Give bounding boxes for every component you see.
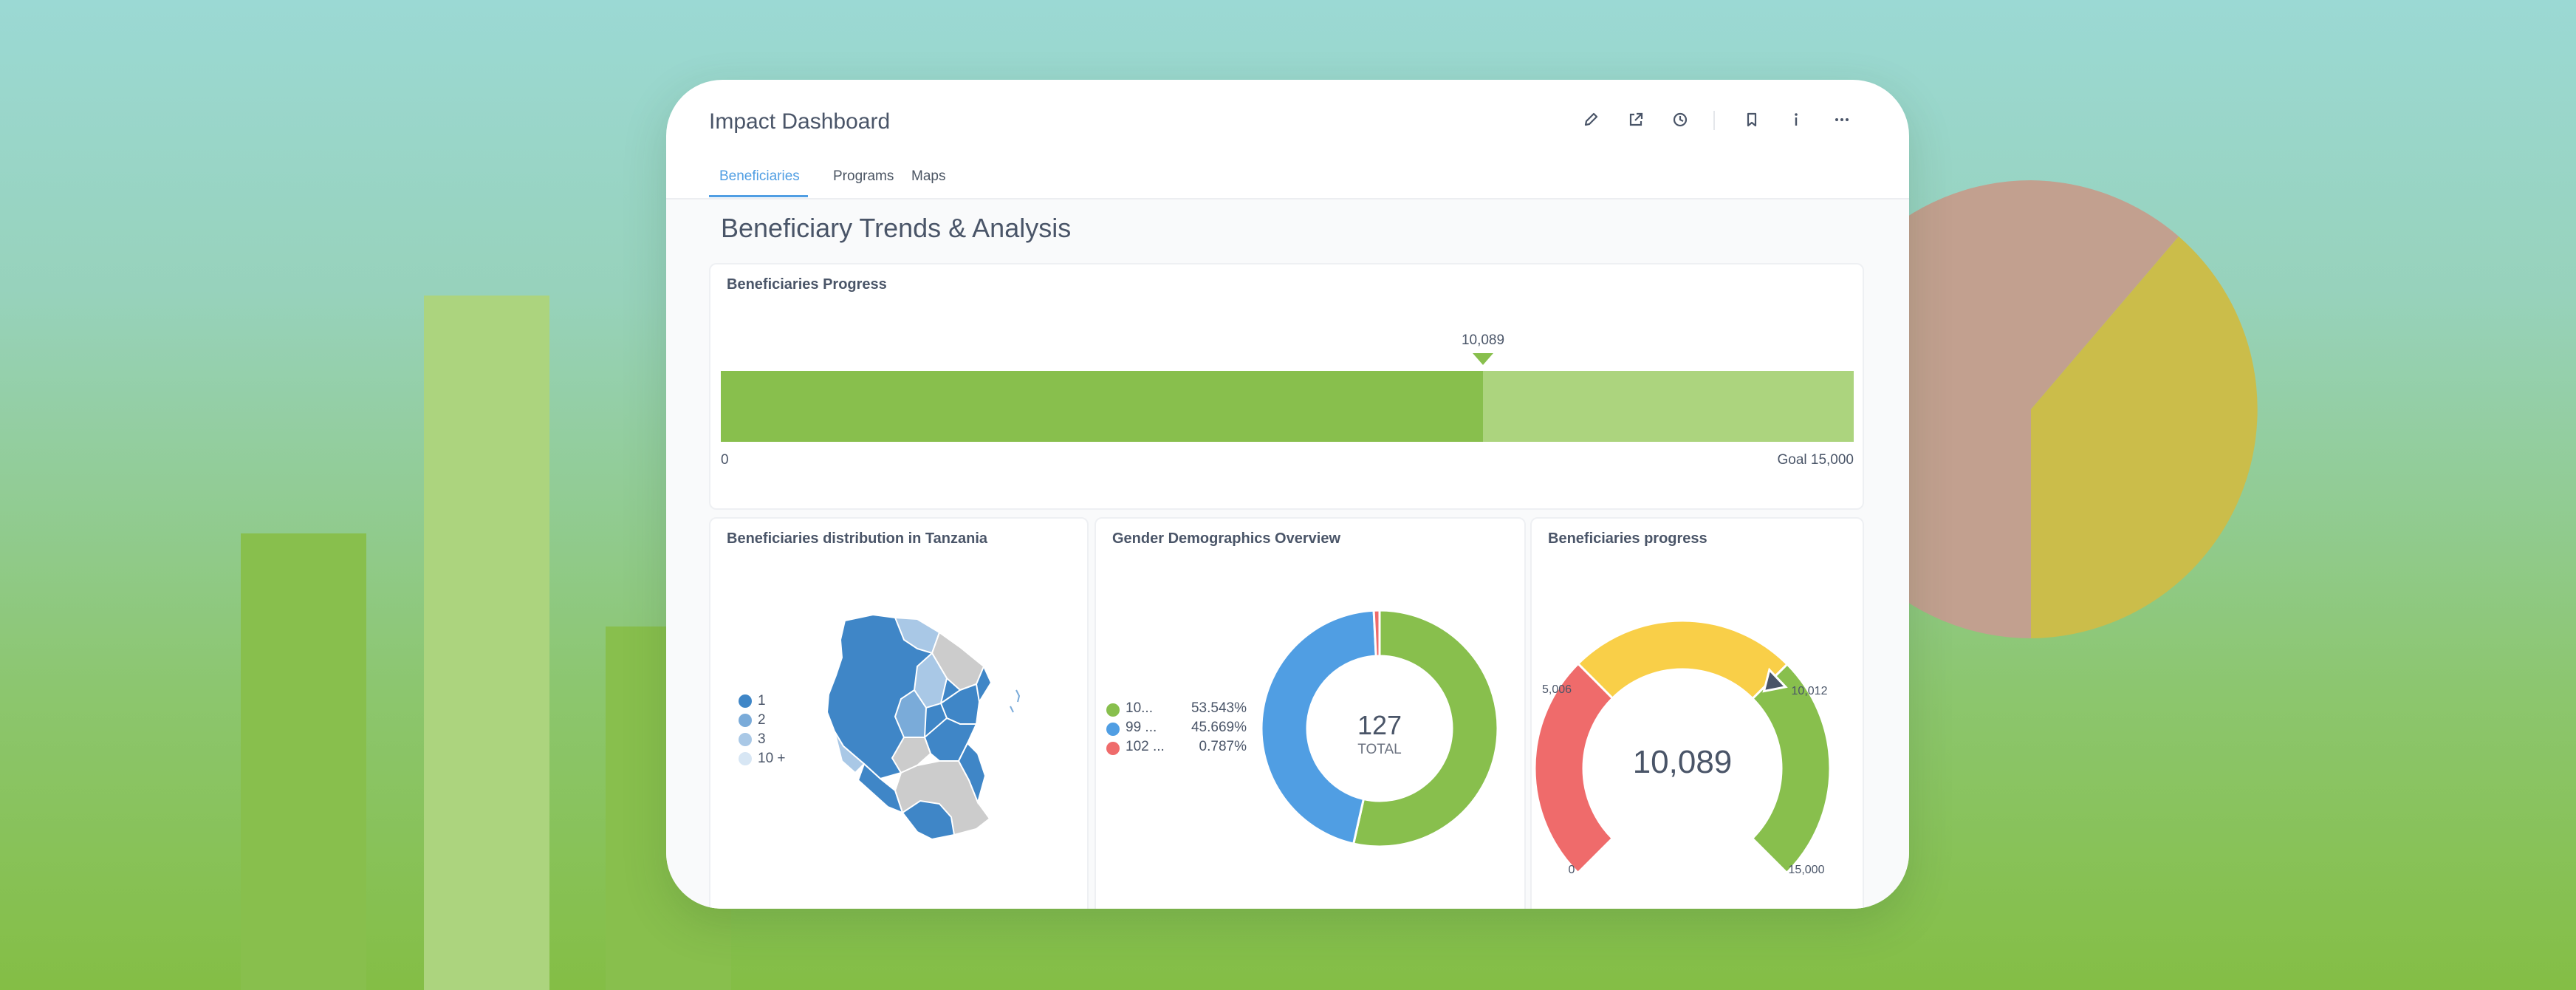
donut-slice[interactable] — [1261, 610, 1377, 845]
map-legend: 1 2 3 10 + — [739, 692, 786, 768]
progress-bar-filled — [721, 371, 1483, 442]
gauge-card-title: Beneficiaries progress — [1548, 530, 1707, 547]
tab-programs[interactable]: Programs — [833, 168, 894, 184]
progress-goal-label: Goal 15,000 — [1777, 452, 1854, 468]
gauge-value: 10,089 — [1633, 744, 1733, 780]
gauge-tick-label: 10,012 — [1792, 685, 1828, 697]
map-legend-item: 2 — [739, 711, 786, 730]
map-card[interactable]: Beneficiaries distribution in Tanzania 1… — [709, 517, 1089, 909]
info-icon[interactable] — [1781, 105, 1811, 134]
tab-beneficiaries[interactable]: Beneficiaries — [719, 168, 800, 184]
gender-donut-chart[interactable]: 127 TOTAL — [1261, 610, 1498, 847]
progress-marker — [1473, 353, 1493, 365]
gender-legend-item: 99 ... 45.669% — [1106, 720, 1247, 739]
map-legend-item: 3 — [739, 730, 786, 749]
map-legend-item: 1 — [739, 692, 786, 711]
share-icon[interactable] — [1621, 105, 1651, 134]
dashboard-header: Impact Dashboard Beneficiaries — [666, 80, 1909, 199]
donut-total-value: 127 — [1357, 710, 1402, 740]
gauge-needle — [1762, 667, 1788, 693]
gauge-tick-label: 0 — [1569, 864, 1575, 876]
gauge-card[interactable]: Beneficiaries progress 10,089 0 5,006 10… — [1530, 517, 1864, 909]
dashboard-window: Impact Dashboard Beneficiaries — [666, 80, 1909, 909]
clock-icon[interactable] — [1665, 105, 1695, 134]
gender-legend-item: 10... 53.543% — [1106, 700, 1247, 720]
bookmark-icon[interactable] — [1737, 105, 1767, 134]
tabs-divider — [666, 198, 1909, 199]
donut-slice[interactable] — [1372, 610, 1381, 658]
gender-legend: 10... 53.543% 99 ... 45.669% 102 ... 0.787% — [1106, 700, 1247, 758]
header-actions — [666, 105, 1909, 134]
pencil-icon[interactable] — [1576, 105, 1606, 134]
header-divider — [1713, 111, 1715, 130]
gauge-band — [1535, 662, 1614, 875]
active-tab-indicator — [709, 195, 808, 197]
gender-card-title: Gender Demographics Overview — [1112, 530, 1341, 547]
tanzania-map[interactable] — [821, 613, 1050, 850]
donut-slice[interactable] — [1352, 610, 1498, 847]
tab-maps[interactable]: Maps — [911, 168, 946, 184]
donut-total-label: TOTAL — [1357, 742, 1401, 757]
gauge-tick-label: 15,000 — [1789, 864, 1825, 876]
dashboard-title: Impact Dashboard — [709, 109, 891, 134]
map-card-title: Beneficiaries distribution in Tanzania — [727, 530, 988, 547]
progress-card-title: Beneficiaries Progress — [727, 276, 887, 293]
dashboard-content: Beneficiary Trends & Analysis Beneficiar… — [666, 199, 1909, 909]
background-bar — [424, 296, 549, 990]
gauge-band — [1576, 619, 1789, 700]
more-icon[interactable] — [1827, 105, 1857, 134]
gauge-band — [1750, 662, 1832, 875]
gender-card[interactable]: Gender Demographics Overview 10... 53.543… — [1095, 517, 1526, 909]
gauge-chart[interactable]: 10,089 0 5,006 10,012 15,000 — [1535, 598, 1860, 879]
background-bar — [241, 533, 366, 990]
progress-card[interactable]: Beneficiaries Progress 10,089 0 Goal 15,… — [709, 263, 1864, 510]
section-title: Beneficiary Trends & Analysis — [721, 213, 1072, 243]
gender-legend-item: 102 ... 0.787% — [1106, 739, 1247, 758]
progress-bar-remaining — [1483, 371, 1854, 442]
progress-min-label: 0 — [721, 452, 729, 468]
progress-value-label: 10,089 — [1461, 332, 1505, 348]
gauge-tick-label: 5,006 — [1542, 683, 1572, 696]
map-legend-item: 10 + — [739, 749, 786, 768]
